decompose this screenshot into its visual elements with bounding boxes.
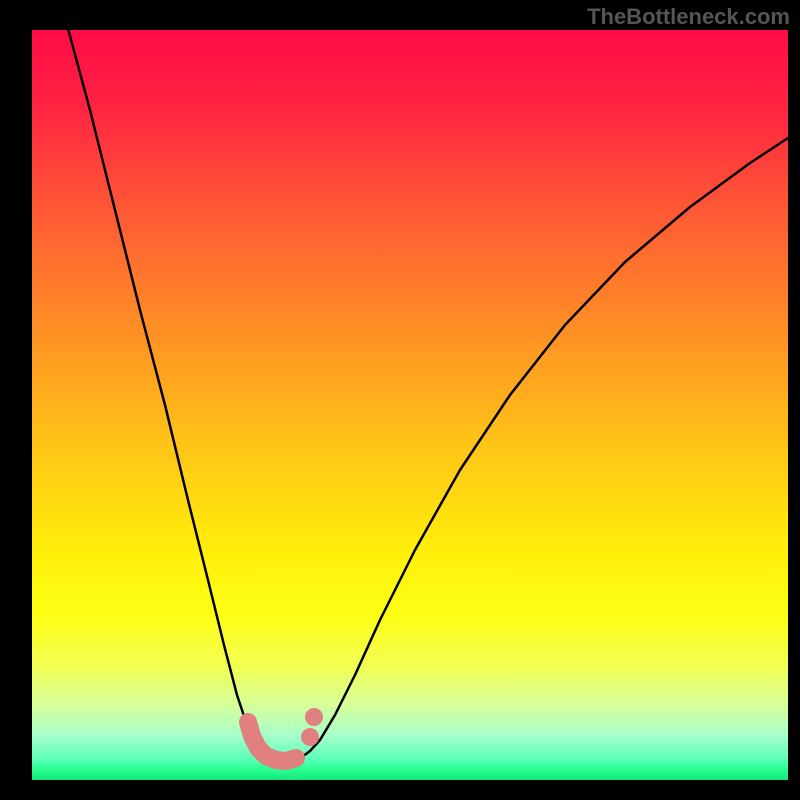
marker-dot-1 <box>305 708 323 726</box>
watermark-text: TheBottleneck.com <box>587 4 790 30</box>
chart-plot-area <box>32 30 788 780</box>
bottleneck-curve-chart <box>0 0 800 800</box>
marker-dot-0 <box>301 728 319 746</box>
chart-container: TheBottleneck.com <box>0 0 800 800</box>
